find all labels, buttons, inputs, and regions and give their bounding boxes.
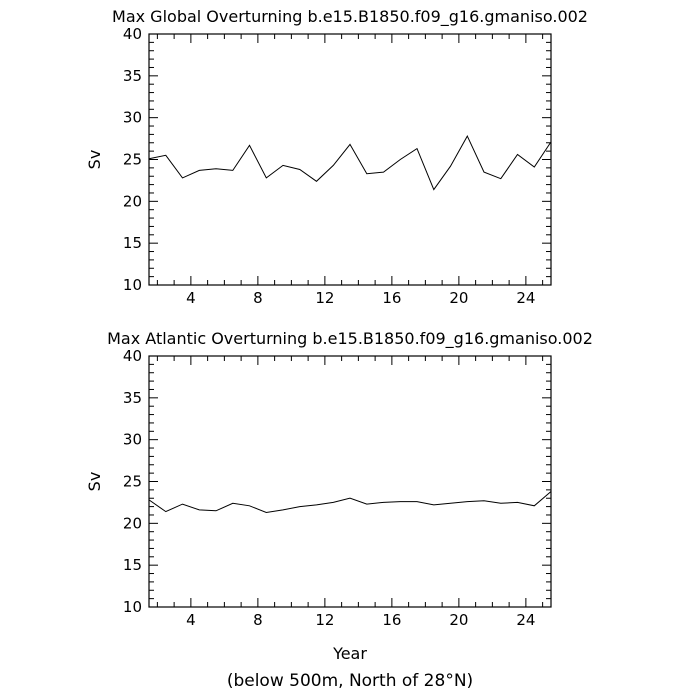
y-tick-label: 10 — [123, 598, 142, 616]
y-axis-label: Sv — [85, 150, 104, 170]
y-tick-label: 30 — [123, 431, 142, 449]
plot-frame — [148, 355, 552, 608]
x-tick-label: 24 — [516, 289, 535, 307]
y-tick-label: 10 — [123, 276, 142, 294]
atlantic-overturning-panel: Max Atlantic Overturning b.e15.B1850.f09… — [85, 329, 593, 663]
x-tick-label: 8 — [253, 611, 263, 629]
y-tick-label: 30 — [123, 109, 142, 127]
global-overturning-panel: Max Global Overturning b.e15.B1850.f09_g… — [85, 7, 588, 307]
tick-labels: 4 8 12 16 20 24 10 15 20 25 30 35 40 — [123, 347, 536, 629]
tick-labels: 4 8 12 16 20 24 10 15 20 25 30 35 40 — [123, 25, 536, 307]
series-line — [148, 491, 552, 514]
x-tick-label: 16 — [382, 611, 401, 629]
x-tick-label: 4 — [186, 611, 196, 629]
x-tick-label: 8 — [253, 289, 263, 307]
y-tick-label: 40 — [123, 347, 142, 365]
x-tick-label: 4 — [186, 289, 196, 307]
y-tick-label: 25 — [123, 473, 142, 491]
y-tick-label: 40 — [123, 25, 142, 43]
y-tick-label: 15 — [123, 234, 142, 252]
x-tick-label: 20 — [449, 289, 468, 307]
y-tick-label: 15 — [123, 556, 142, 574]
axis-ticks — [149, 33, 551, 286]
y-tick-label: 35 — [123, 389, 142, 407]
y-tick-label: 35 — [123, 67, 142, 85]
x-axis-label: Year — [332, 644, 367, 663]
x-tick-label: 12 — [315, 289, 334, 307]
y-tick-label: 25 — [123, 151, 142, 169]
x-tick-label: 12 — [315, 611, 334, 629]
series-line — [148, 135, 552, 191]
chart-title: Max Atlantic Overturning b.e15.B1850.f09… — [107, 329, 593, 349]
chart-title: Max Global Overturning b.e15.B1850.f09_g… — [112, 7, 588, 27]
plot-frame — [148, 33, 552, 286]
x-tick-label: 20 — [449, 611, 468, 629]
footnote: (below 500m, North of 28°N) — [227, 671, 473, 691]
y-tick-label: 20 — [123, 192, 142, 210]
x-tick-label: 16 — [382, 289, 401, 307]
y-axis-label: Sv — [85, 472, 104, 492]
x-tick-label: 24 — [516, 611, 535, 629]
y-tick-label: 20 — [123, 514, 142, 532]
